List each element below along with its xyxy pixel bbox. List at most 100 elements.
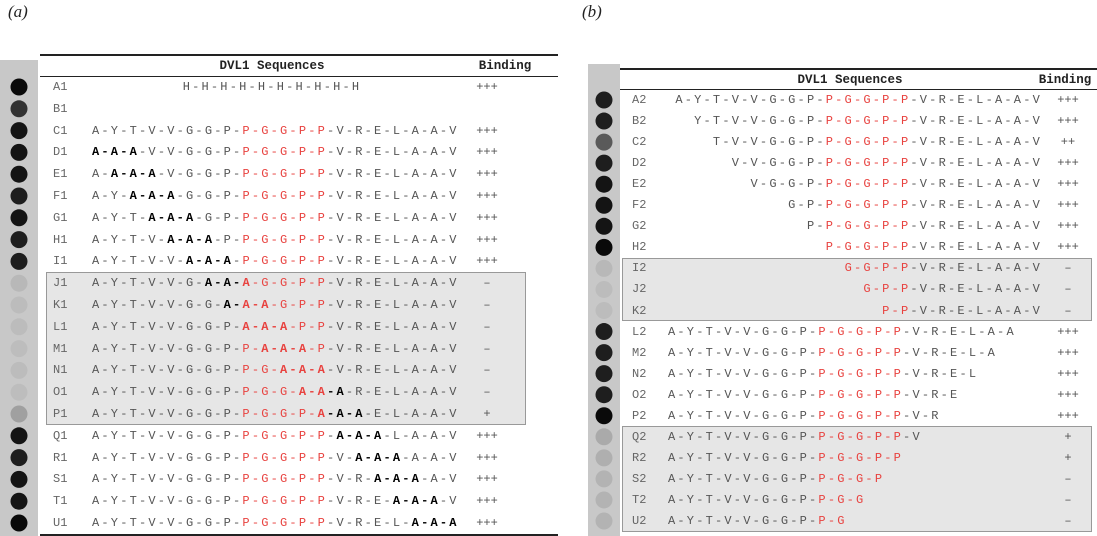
sequence: A-Y-T-V-V-G-G-P-P-G-G-P-P-V-R-A-A-A-A-V bbox=[92, 471, 459, 487]
sequence-segment: A-Y-T-V-V-G-G-P- bbox=[668, 325, 818, 339]
blot-spot bbox=[11, 493, 28, 510]
header-binding: Binding bbox=[479, 59, 532, 73]
sequence-segment: -V-G-G-P- bbox=[158, 167, 243, 181]
sequence-segment: -V-R-E-L-A-A-V bbox=[327, 254, 459, 268]
row-id: B2 bbox=[632, 113, 646, 129]
sequence-segment: P-G-G-P-P bbox=[826, 198, 911, 212]
row-id: S1 bbox=[53, 471, 67, 487]
blot bbox=[0, 60, 38, 536]
sequence: A-A-A-A-V-G-G-P-P-G-G-P-P-V-R-E-L-A-A-V bbox=[92, 166, 459, 182]
sequence: A-Y-T-V-V-G-G-P-P-G-A-A-A-V-R-E-L-A-A-V bbox=[92, 362, 459, 378]
sequence-segment: P-G-G-P-P bbox=[826, 219, 911, 233]
blot-spot bbox=[11, 79, 28, 96]
sequence-segment: A-A-A bbox=[186, 254, 233, 268]
sequence: A-Y-T-V-V-G-G-P-P-G-G-P-P-V-R-E-L-A-A bbox=[668, 324, 1016, 340]
row-id: M1 bbox=[53, 341, 67, 357]
blot-spot bbox=[11, 471, 28, 488]
blot-spot bbox=[596, 513, 613, 530]
sequence-segment: A- bbox=[224, 298, 243, 312]
sequence-segment: A-A-A bbox=[167, 233, 214, 247]
sequence-segment: P-G-G-P-P bbox=[826, 156, 911, 170]
binding: + bbox=[467, 406, 507, 422]
sequence: A-Y-T-V-V-G-G-P-P-G-G-P-P-V-R-E-L-A bbox=[668, 345, 997, 361]
row-id: D2 bbox=[632, 155, 646, 171]
sequence: A-Y-T-V-V-G-G-P-P-G-G-P-P-A-A-A-L-A-A-V bbox=[92, 428, 459, 444]
top-rule bbox=[620, 68, 1097, 70]
blot-spot bbox=[11, 144, 28, 161]
blot-spot bbox=[11, 384, 28, 401]
sequence-segment: A-Y-T-V-V-G-G-P- bbox=[668, 367, 818, 381]
binding: +++ bbox=[467, 232, 507, 248]
sequence-segment: P-G-G-P-P bbox=[242, 233, 327, 247]
sequence: P-P-G-G-P-P-V-R-E-L-A-A-V bbox=[807, 218, 1042, 234]
sequence-segment: A-A-A bbox=[336, 429, 383, 443]
blot-spot bbox=[596, 239, 613, 256]
sequence-segment: P-G-G-P-P bbox=[818, 367, 903, 381]
sequence-segment: -V bbox=[903, 430, 922, 444]
row-id: I1 bbox=[53, 253, 67, 269]
sequence-segment: -G-G-P- bbox=[177, 189, 243, 203]
sequence: P-G-G-P-P-V-R-E-L-A-A-V bbox=[826, 239, 1042, 255]
sequence-segment: A-Y-T-V-V-G-G-P- bbox=[668, 409, 818, 423]
blot-spot bbox=[11, 188, 28, 205]
blot-spot bbox=[596, 386, 613, 403]
sequence: A-Y-T-V-V-G-G-P-P-G-G-P-P-V-R-E-L-A-A-V bbox=[675, 92, 1042, 108]
sequence-segment: -R-E-L-A-A-V bbox=[346, 385, 459, 399]
sequence-segment: -V-R-E-L-A-A-V bbox=[910, 177, 1042, 191]
binding: – bbox=[467, 275, 507, 291]
sequence-segment: A-Y-T-V-V-G-G-P- bbox=[668, 493, 818, 507]
sequence: A-Y-T-V-A-A-A-P-P-G-G-P-P-V-R-E-L-A-A-V bbox=[92, 232, 459, 248]
sequence: A-Y-T-V-V-G-G-P-P-G-G-P-P bbox=[668, 450, 903, 466]
sequence-segment: A-Y-T-V-V-G-G-P- bbox=[675, 93, 825, 107]
sequence-segment: -G-P-P bbox=[271, 298, 327, 312]
sequence: A-Y-T-V-V-G-G-P-A-A-A-P-P-V-R-E-L-A-A-V bbox=[92, 319, 459, 335]
row-id: C2 bbox=[632, 134, 646, 150]
sequence-segment: -V-R-E-L-A-A-V bbox=[327, 276, 459, 290]
blot-spot bbox=[11, 318, 28, 335]
row-id: J1 bbox=[53, 275, 67, 291]
blot-spot bbox=[11, 406, 28, 423]
sequence-segment: P-G-G-P-P bbox=[818, 388, 903, 402]
row-id: H2 bbox=[632, 239, 646, 255]
row-id: K2 bbox=[632, 303, 646, 319]
row-id: P1 bbox=[53, 406, 67, 422]
sequence-segment: P-G- bbox=[242, 363, 280, 377]
sequence-segment: -A-A bbox=[327, 407, 365, 421]
sequence: A-Y-T-V-V-G-G-P-P-G-G-P-A-A-A-E-L-A-A-V bbox=[92, 406, 459, 422]
blot-spot bbox=[11, 515, 28, 532]
row-id: H1 bbox=[53, 232, 67, 248]
binding: + bbox=[1048, 450, 1088, 466]
blot-spot bbox=[596, 491, 613, 508]
row-id: E2 bbox=[632, 176, 646, 192]
sequence: A-Y-T-A-A-A-G-P-P-G-G-P-P-V-R-E-L-A-A-V bbox=[92, 210, 459, 226]
sequence-segment: -V-R-E-L-A-A bbox=[903, 325, 1016, 339]
sequence-segment: P-G-G-P-P bbox=[818, 346, 903, 360]
blot-spot bbox=[596, 281, 613, 298]
sequence: P-P-V-R-E-L-A-A-V bbox=[882, 303, 1042, 319]
sequence-segment: -V-R-E-L-A-A-V bbox=[910, 282, 1042, 296]
row-id: G1 bbox=[53, 210, 67, 226]
sequence-segment: P-G-G-P-P bbox=[242, 451, 327, 465]
sequence: V-G-G-P-P-G-G-P-P-V-R-E-L-A-A-V bbox=[751, 176, 1042, 192]
sequence-segment: P-G-G bbox=[818, 493, 865, 507]
sequence-segment: -V-R-E-L-A-A-V bbox=[327, 211, 459, 225]
row-id: P2 bbox=[632, 408, 646, 424]
blot-spot bbox=[11, 340, 28, 357]
row-id: U1 bbox=[53, 515, 67, 531]
blot-spot bbox=[596, 218, 613, 235]
row-id: N1 bbox=[53, 362, 67, 378]
blot-spot bbox=[596, 365, 613, 382]
sequence-segment: H-H-H-H-H-H-H-H-H-H bbox=[183, 80, 362, 94]
binding: – bbox=[1048, 492, 1088, 508]
sequence-segment: G-P- bbox=[788, 198, 826, 212]
sequence-segment: A-Y-T-V-V-G-G-P- bbox=[92, 363, 242, 377]
blot-spot bbox=[596, 176, 613, 193]
binding: +++ bbox=[467, 188, 507, 204]
sequence-segment: A bbox=[318, 407, 327, 421]
binding: +++ bbox=[467, 253, 507, 269]
sequence-segment: A-A-A bbox=[393, 494, 440, 508]
sequence-segment: P-G-G-P-P bbox=[242, 145, 327, 159]
sequence-segment: P-G-G-P-P bbox=[826, 177, 911, 191]
sequence-segment: A-Y-T-V-V-G-G-P- bbox=[92, 124, 242, 138]
blot-spot bbox=[596, 260, 613, 277]
